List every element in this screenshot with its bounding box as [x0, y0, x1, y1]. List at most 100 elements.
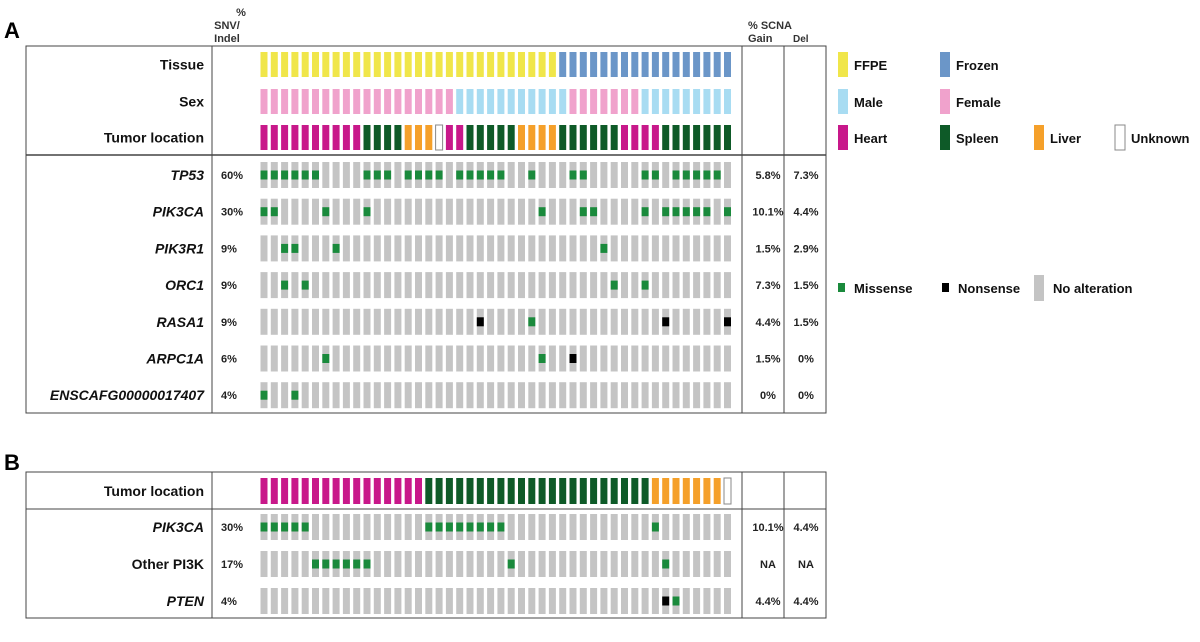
sample-bar — [373, 308, 381, 335]
annotation-cell-spleen — [693, 125, 701, 150]
sample-bar — [342, 514, 350, 540]
sample-bar — [373, 551, 381, 577]
missense-mark — [672, 596, 680, 606]
sample-bar — [559, 345, 567, 372]
scna-gain: 0% — [760, 390, 776, 402]
annotation-cell-ffpe — [456, 52, 464, 77]
annotation-cell-spleen — [610, 125, 618, 150]
annotation-cell-ffpe — [497, 52, 505, 77]
annotation-cell-spleen — [631, 478, 639, 504]
sample-bar — [672, 551, 680, 577]
missense-mark — [641, 207, 649, 217]
sample-bar — [301, 308, 309, 335]
sample-bar — [384, 272, 392, 299]
sample-bar — [693, 514, 701, 540]
sample-bar — [538, 382, 546, 409]
sample-bar — [466, 382, 474, 409]
sample-bar — [662, 514, 670, 540]
sample-bar — [518, 235, 525, 262]
legend-swatch — [942, 283, 949, 292]
sample-bar — [528, 345, 536, 372]
sample-bar — [445, 551, 453, 577]
annotation-cell-female — [301, 89, 309, 114]
legend-swatch — [1114, 124, 1126, 151]
missense-mark — [291, 522, 299, 532]
sample-bar — [600, 382, 608, 409]
legend-ffpe: FFPE — [838, 52, 888, 77]
annotation-cell-ffpe — [435, 52, 443, 77]
sample-bar — [631, 162, 639, 188]
annotation-cell-male — [497, 89, 505, 114]
sample-bar — [394, 162, 402, 188]
sample-bar — [487, 382, 495, 409]
sample-bar — [610, 235, 618, 262]
annotation-cell-heart — [404, 478, 412, 504]
annotation-track-sex: Sex — [179, 89, 731, 114]
missense-mark — [301, 522, 309, 532]
missense-mark — [476, 170, 484, 180]
sample-bar — [693, 308, 701, 335]
sample-bar — [579, 382, 587, 409]
sample-bar — [281, 345, 289, 372]
sample-bar — [466, 345, 474, 372]
annotation-cell-male — [682, 89, 690, 114]
sample-bar — [693, 345, 701, 372]
annotation-cell-spleen — [590, 478, 598, 504]
snv-percent: 4% — [221, 596, 237, 608]
gene-row-pik3ca: PIK3CA 30% 10.1% 4.4% — [153, 514, 819, 540]
sample-bar — [291, 588, 299, 614]
gene-row-enscafg00000017407: ENSCAFG00000017407 4% 0% 0% — [50, 382, 814, 409]
annotation-cell-frozen — [559, 52, 567, 77]
sample-bar — [693, 272, 701, 299]
sample-bar — [631, 345, 639, 372]
sample-bar — [342, 308, 350, 335]
sample-bar — [600, 198, 608, 225]
sample-bar — [415, 272, 422, 299]
annotation-cell-ffpe — [476, 52, 484, 77]
sample-bar — [394, 588, 402, 614]
annotation-cell-heart — [353, 125, 361, 150]
scna-del: 2.9% — [793, 243, 818, 255]
sample-bar — [538, 235, 546, 262]
sample-bar — [559, 382, 567, 409]
annotation-track-tissue: Tissue — [160, 52, 731, 77]
sample-bar — [487, 235, 495, 262]
sample-bar — [456, 551, 464, 577]
sample-bar — [342, 345, 350, 372]
missense-mark — [662, 207, 670, 217]
sample-bar — [332, 272, 340, 299]
sample-bar — [528, 198, 536, 225]
sample-bar — [610, 551, 618, 577]
column-header-scna: % SCNA Gain Del — [748, 20, 809, 45]
annotation-cell-unknown — [723, 477, 732, 505]
sample-bar — [445, 235, 453, 262]
sample-bar — [466, 235, 474, 262]
sample-bar — [631, 272, 639, 299]
sample-bar — [579, 551, 587, 577]
missense-mark — [456, 522, 464, 532]
sample-bar — [322, 308, 330, 335]
missense-mark — [497, 522, 505, 532]
annotation-cell-ffpe — [270, 52, 278, 77]
sample-bar — [363, 235, 371, 262]
sample-bar — [476, 551, 484, 577]
annotation-cell-female — [445, 89, 453, 114]
missense-mark — [528, 170, 536, 180]
sample-bar — [507, 235, 515, 262]
scna-gain: 4.4% — [755, 596, 780, 608]
sample-bar — [538, 588, 546, 614]
sample-bar — [528, 588, 536, 614]
missense-mark — [435, 170, 443, 180]
sample-bar — [621, 345, 628, 372]
sample-bar — [631, 551, 639, 577]
scna-del: 0% — [798, 390, 814, 402]
sample-bar — [322, 162, 330, 188]
annotation-cell-spleen — [507, 125, 515, 150]
scna-del: 4.4% — [793, 522, 818, 534]
missense-mark — [312, 170, 319, 180]
sample-bar — [600, 272, 608, 299]
sample-bar — [260, 588, 268, 614]
sample-bar — [703, 588, 711, 614]
sample-bar — [466, 588, 474, 614]
